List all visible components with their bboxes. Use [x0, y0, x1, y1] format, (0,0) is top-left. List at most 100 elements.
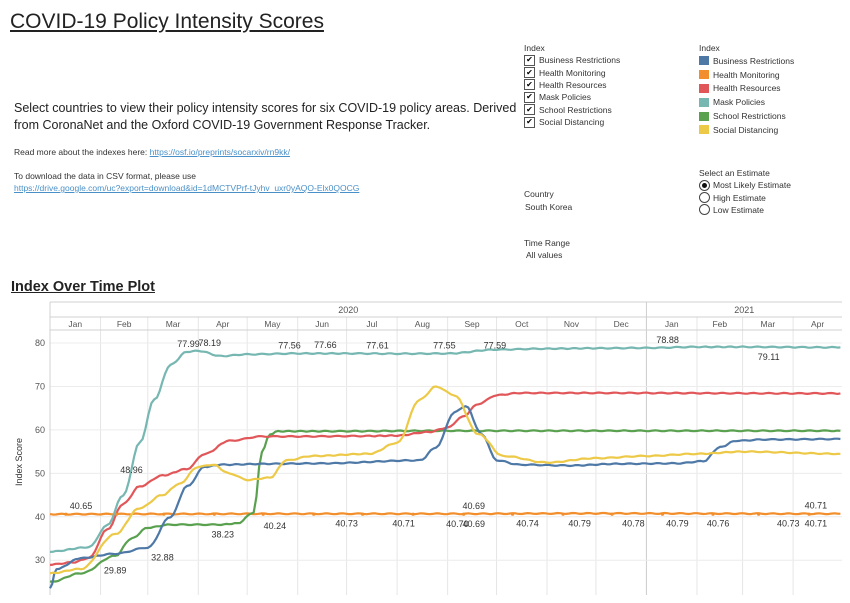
data-label: 77.66 — [314, 340, 337, 350]
checkbox-icon[interactable]: ✔ — [524, 54, 535, 66]
data-label: 77.61 — [366, 340, 389, 350]
series-point — [212, 512, 216, 516]
legend-item: Business Restrictions — [699, 54, 794, 68]
read-more-text: Read more about the indexes here: — [14, 147, 148, 157]
data-label: 40.71 — [805, 519, 828, 529]
month-tick-label: Jan — [68, 319, 82, 329]
legend: Business Restrictions Health Monitoring … — [699, 54, 794, 137]
radio-selected-icon[interactable] — [699, 179, 710, 191]
data-label: 40.70 — [446, 519, 469, 529]
legend-swatch-business — [699, 56, 709, 66]
data-label: 40.74 — [516, 519, 539, 529]
month-tick-label: Nov — [564, 319, 580, 329]
y-tick-label: 40 — [35, 512, 45, 522]
index-filter-item[interactable]: ✔ Social Distancing — [524, 116, 620, 128]
read-more-row: Read more about the indexes here: https:… — [14, 147, 290, 157]
legend-label: Health Resources — [713, 83, 781, 94]
dashboard-description: Select countries to view their policy in… — [14, 101, 517, 132]
read-more-link[interactable]: https://osf.io/preprints/socarxiv/rn9kk/ — [149, 147, 290, 157]
estimate-option[interactable]: Low Estimate — [699, 204, 791, 216]
series-point — [261, 512, 265, 516]
radio-icon[interactable] — [699, 192, 710, 204]
month-tick-label: Apr — [216, 319, 229, 329]
index-filter-label: School Restrictions — [539, 104, 612, 115]
legend-label: Social Distancing — [713, 124, 779, 135]
month-tick-label: Apr — [811, 319, 824, 329]
index-filter-label: Business Restrictions — [539, 55, 621, 66]
data-label: 40.24 — [264, 521, 287, 531]
index-filter-item[interactable]: ✔ School Restrictions — [524, 104, 620, 116]
data-label: 40.65 — [70, 501, 93, 511]
chart-x-header: Jan Feb Mar Apr May Jun Jul Aug Sep Oct Nov Dec Jan F… — [49, 301, 842, 595]
legend-swatch-social — [699, 125, 709, 135]
data-label: 79.11 — [758, 352, 780, 362]
data-label: 40.73 — [335, 519, 358, 529]
index-filter-label: Social Distancing — [539, 117, 605, 128]
year-label: 2020 — [338, 305, 358, 315]
data-label: 77.56 — [278, 341, 301, 351]
month-tick-label: Sep — [465, 319, 480, 329]
month-tick-label: Mar — [761, 319, 776, 329]
country-filter-title: Country — [524, 189, 554, 199]
checkbox-icon[interactable]: ✔ — [524, 104, 535, 116]
estimate-option[interactable]: High Estimate — [699, 191, 791, 204]
y-axis-label: Index Score — [14, 438, 24, 486]
month-tick-label: Feb — [712, 319, 727, 329]
month-tick-label: Jul — [366, 319, 377, 329]
legend-swatch-school — [699, 111, 709, 121]
checkbox-icon[interactable]: ✔ — [524, 91, 535, 103]
data-label: 77.59 — [484, 341, 507, 351]
time-range-title: Time Range — [524, 238, 570, 248]
index-filter-item[interactable]: ✔ Health Resources — [524, 79, 620, 91]
data-label: 77.55 — [433, 341, 456, 351]
chart-y-axis: 30 40 50 60 70 80 — [35, 338, 45, 565]
series-point — [561, 512, 565, 516]
legend-item: Social Distancing — [699, 123, 794, 137]
data-label: 29.89 — [104, 566, 127, 576]
data-label: 78.19 — [198, 338, 221, 348]
checkbox-icon[interactable]: ✔ — [524, 79, 535, 91]
series-line — [49, 511, 841, 516]
download-text: To download the data in CSV format, plea… — [14, 171, 196, 181]
month-tick-label: May — [264, 319, 281, 329]
index-filter-item[interactable]: ✔ Business Restrictions — [524, 54, 620, 66]
series-point — [462, 512, 466, 516]
estimate-title: Select an Estimate — [699, 168, 770, 178]
series-point — [510, 512, 515, 516]
index-filter-label: Health Resources — [539, 79, 607, 90]
radio-icon[interactable] — [699, 204, 710, 216]
download-link[interactable]: https://drive.google.com/uc?export=downl… — [14, 183, 360, 193]
data-label: 40.69 — [462, 501, 485, 511]
series-point — [660, 512, 665, 516]
legend-label: Health Monitoring — [713, 69, 780, 80]
data-label: 48.96 — [120, 465, 143, 475]
data-label: 77.99 — [177, 339, 200, 349]
index-filter-label: Health Monitoring — [539, 67, 606, 78]
y-tick-label: 50 — [35, 468, 45, 478]
data-label: 40.76 — [707, 519, 730, 529]
month-tick-label: Aug — [415, 319, 430, 329]
series-point — [162, 512, 166, 516]
index-filter-item[interactable]: ✔ Mask Policies — [524, 91, 620, 103]
estimate-option[interactable]: Most Likely Estimate — [699, 179, 791, 191]
country-filter-value[interactable]: South Korea — [525, 202, 573, 212]
legend-label: Business Restrictions — [713, 55, 795, 66]
data-label: 40.69 — [462, 519, 485, 529]
data-label: 78.88 — [656, 335, 679, 345]
legend-item: School Restrictions — [699, 109, 794, 123]
series-point — [610, 512, 614, 516]
series-point — [312, 512, 316, 516]
checkbox-icon[interactable]: ✔ — [524, 67, 535, 79]
checkbox-icon[interactable]: ✔ — [524, 116, 535, 128]
legend-item: Health Resources — [699, 82, 794, 96]
series-line — [49, 405, 841, 589]
dashboard-title: COVID-19 Policy Intensity Scores — [10, 10, 324, 33]
data-label: 32.88 — [151, 553, 174, 563]
index-filter-item[interactable]: ✔ Health Monitoring — [524, 66, 620, 79]
series-point — [807, 512, 811, 516]
legend-label: School Restrictions — [713, 111, 786, 122]
legend-item: Mask Policies — [699, 95, 794, 109]
time-range-value[interactable]: All values — [526, 250, 563, 260]
